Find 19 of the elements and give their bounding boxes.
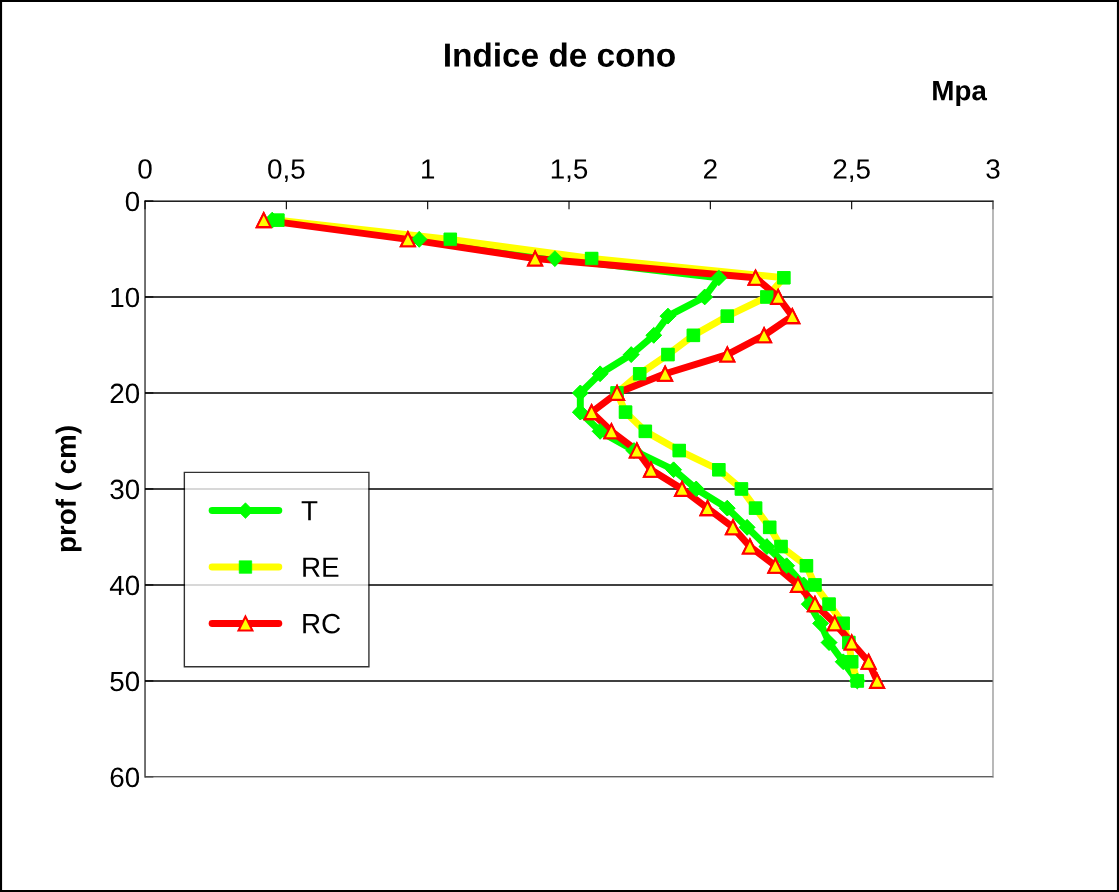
x-tick-label: 1 [422,159,435,179]
y-tick-label: 50 [110,671,140,692]
x-tick-label: 3 [986,159,1000,179]
x-axis-title: Mpa [933,81,988,106]
x-tick-label: 2,5 [833,159,870,183]
x-tick-label: 1,5 [551,159,588,183]
y-tick-label: 40 [109,575,140,596]
y-tick-label: 0 [125,191,140,212]
y-tick-label: 10 [111,287,140,308]
legend-label: RE [303,557,339,577]
legend-label: RC [303,613,341,634]
y-tick-label: 20 [110,383,140,404]
legend-label: T [301,501,318,521]
x-tick-label: 2 [704,159,717,179]
x-tick-label: 0,5 [268,159,305,183]
y-tick-label: 30 [110,479,140,500]
chart-title: Indice de cono [445,42,675,67]
y-tick-label: 60 [110,767,140,788]
y-axis-title: prof ( cm) [55,426,82,552]
